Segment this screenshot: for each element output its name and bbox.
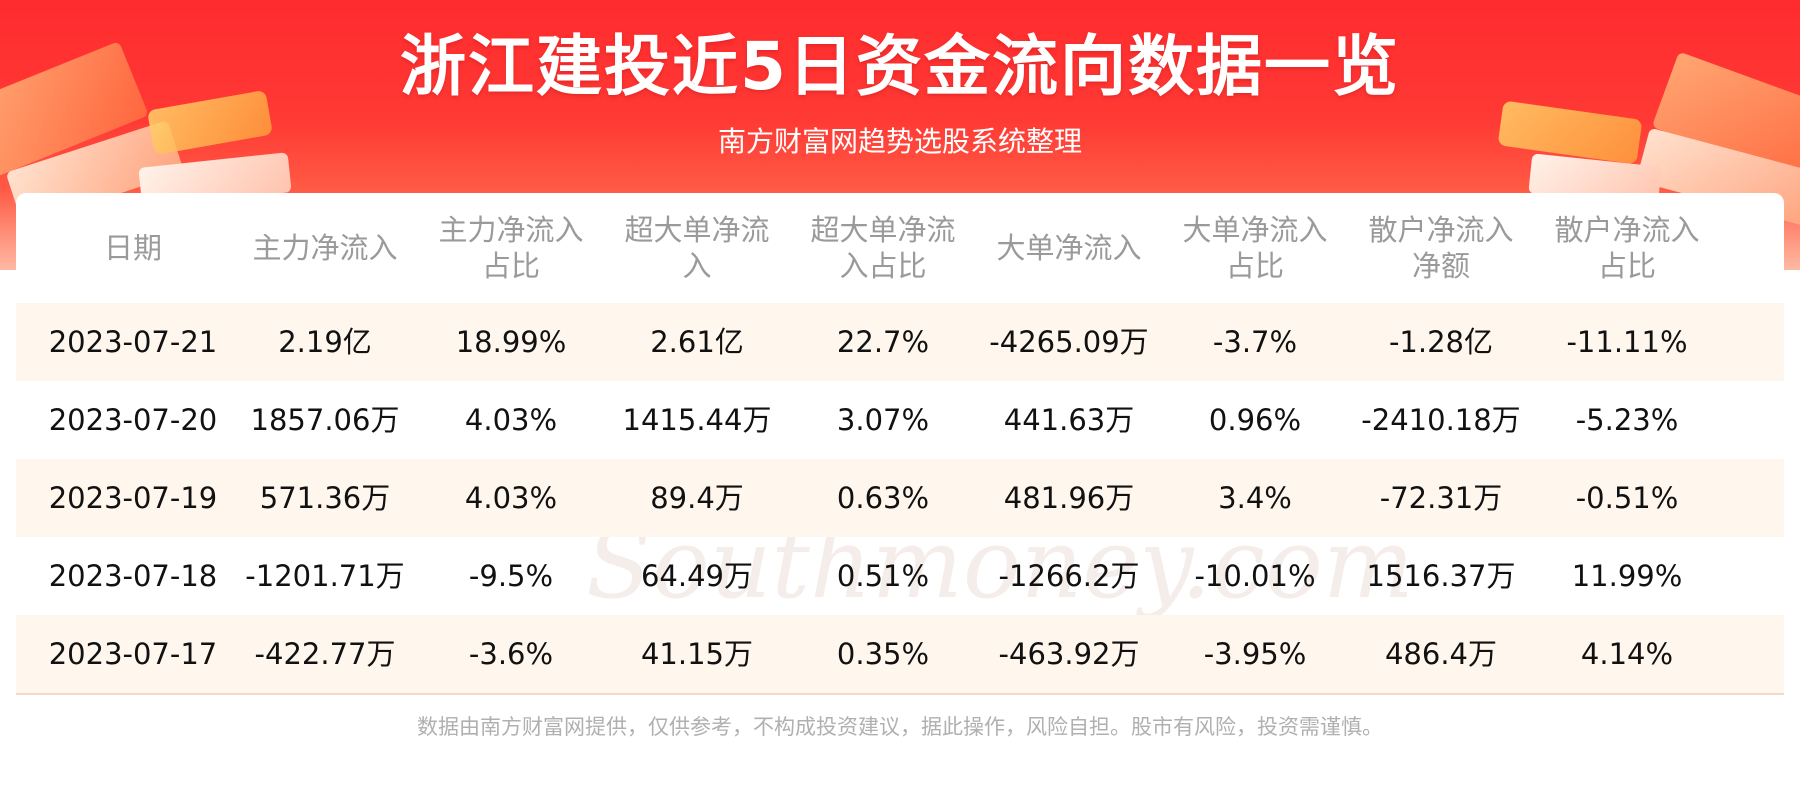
column-header: 主力净流入 占比 — [418, 212, 604, 284]
table-cell: -463.92万 — [998, 637, 1140, 671]
table-cell: 1415.44万 — [622, 403, 772, 437]
table-cell: -3.95% — [1203, 637, 1307, 671]
column-header-line: 超大单净流 — [810, 213, 956, 247]
table-cell: 64.49万 — [640, 559, 754, 593]
table-cell: 481.96万 — [1003, 481, 1135, 515]
table-cell: 2023-07-19 — [48, 481, 218, 515]
table-cell: -2410.18万 — [1361, 403, 1521, 437]
table-cell: -9.5% — [468, 559, 554, 593]
page-title: 浙江建投近5日资金流向数据一览 — [400, 28, 1400, 105]
table-cell: 4.03% — [464, 481, 558, 515]
table-cell: -11.11% — [1566, 325, 1688, 359]
table-cell: -1.28亿 — [1388, 325, 1494, 359]
table-row: 2023-07-18 -1201.71万 -9.5% 64.49万 0.51% -1266… — [16, 537, 1784, 615]
table-cell: 41.15万 — [640, 637, 754, 671]
table-cell: -3.7% — [1212, 325, 1298, 359]
table-cell: 1857.06万 — [250, 403, 400, 437]
table-cell: 2.61亿 — [650, 325, 744, 359]
table-cell: 0.35% — [836, 637, 930, 671]
table-header-row: 日期 主力净流入 主力净流入 占比 超大单净流入超大单净流 入占比 大单净流入 大单净流入 占比… — [16, 193, 1784, 303]
table-cell: 0.96% — [1208, 403, 1302, 437]
table-row: 2023-07-21 2.19亿 18.99% 2.61亿 22.7% -4265.09万… — [16, 303, 1784, 381]
column-header-line: 占比 — [1597, 249, 1656, 283]
data-table-card: 南方财富网 Southmoney.com 日期主力净流入主力净流入占比超大单净流… — [16, 193, 1784, 693]
table-cell: -5.23% — [1575, 403, 1679, 437]
disclaimer-text: 数据由南方财富网提供，仅供参考，不构成投资建议，据此操作，风险自担。股市有风险，… — [417, 715, 1383, 739]
table-cell: 571.36万 — [259, 481, 391, 515]
table-cell: -72.31万 — [1379, 481, 1503, 515]
table-cell: 4.14% — [1580, 637, 1674, 671]
page-subtitle: 南方财富网趋势选股系统整理 — [717, 125, 1082, 158]
table-cell: -0.51% — [1575, 481, 1679, 515]
column-header-line: 散户净流入 — [1368, 213, 1514, 247]
table-cell: 3.4% — [1218, 481, 1292, 515]
table-row: 2023-07-19 571.36万 4.03% 89.4万 0.63% 481.96万 3… — [16, 459, 1784, 537]
table-cell: 441.63万 — [1003, 403, 1135, 437]
column-header-line: 日期 — [103, 231, 162, 265]
column-header: 大单净流入 — [976, 230, 1162, 266]
table-cell: 486.4万 — [1384, 637, 1498, 671]
table-cell: -1201.71万 — [245, 559, 405, 593]
table-cell: 2023-07-21 — [48, 325, 218, 359]
table-cell: 18.99% — [455, 325, 567, 359]
column-header-line: 占比 — [1225, 249, 1284, 283]
column-header-line: 入 — [682, 249, 712, 283]
column-header: 超大单净流 入占比 — [790, 212, 976, 284]
table-cell: 3.07% — [836, 403, 930, 437]
table-cell: 1516.37万 — [1366, 559, 1516, 593]
table-cell: 4.03% — [464, 403, 558, 437]
table-row: 2023-07-20 1857.06万 4.03% 1415.44万 3.07% 441.… — [16, 381, 1784, 459]
column-header-line: 主力净流入 — [438, 213, 584, 247]
column-header: 散户净流入 占比 — [1534, 212, 1720, 284]
table-cell: 2023-07-17 — [48, 637, 218, 671]
table-cell: -4265.09万 — [989, 325, 1149, 359]
table-row: 2023-07-17 -422.77万 -3.6% 41.15万 0.35% -463.9… — [16, 615, 1784, 693]
column-header-line: 占比 — [481, 249, 540, 283]
table-cell: -10.01% — [1194, 559, 1316, 593]
column-header-line: 净额 — [1411, 249, 1470, 283]
table-cell: 89.4万 — [650, 481, 744, 515]
column-header-line: 散户净流入 — [1554, 213, 1700, 247]
column-header-line: 主力净流入 — [252, 231, 398, 265]
column-header: 超大单净流入 — [604, 212, 790, 284]
table-cell: 2023-07-18 — [48, 559, 218, 593]
table-cell: -3.6% — [468, 637, 554, 671]
table-cell: -1266.2万 — [998, 559, 1140, 593]
table-cell: 22.7% — [836, 325, 930, 359]
column-header-line: 入占比 — [839, 249, 927, 283]
column-header: 主力净流入 — [232, 230, 418, 266]
footer-divider — [16, 693, 1784, 695]
column-header-line: 超大单净流 — [624, 213, 770, 247]
column-header: 日期 — [16, 230, 232, 266]
table-cell: 0.51% — [836, 559, 930, 593]
column-header-line: 大单净流入 — [996, 231, 1142, 265]
table-cell: 0.63% — [836, 481, 930, 515]
table-cell: 2023-07-20 — [48, 403, 218, 437]
column-header: 散户净流入 净额 — [1348, 212, 1534, 284]
column-header-line: 大单净流入 — [1182, 213, 1328, 247]
table-cell: 11.99% — [1571, 559, 1683, 593]
table-cell: -422.77万 — [254, 637, 396, 671]
column-header: 大单净流入 占比 — [1162, 212, 1348, 284]
table-cell: 2.19亿 — [278, 325, 372, 359]
